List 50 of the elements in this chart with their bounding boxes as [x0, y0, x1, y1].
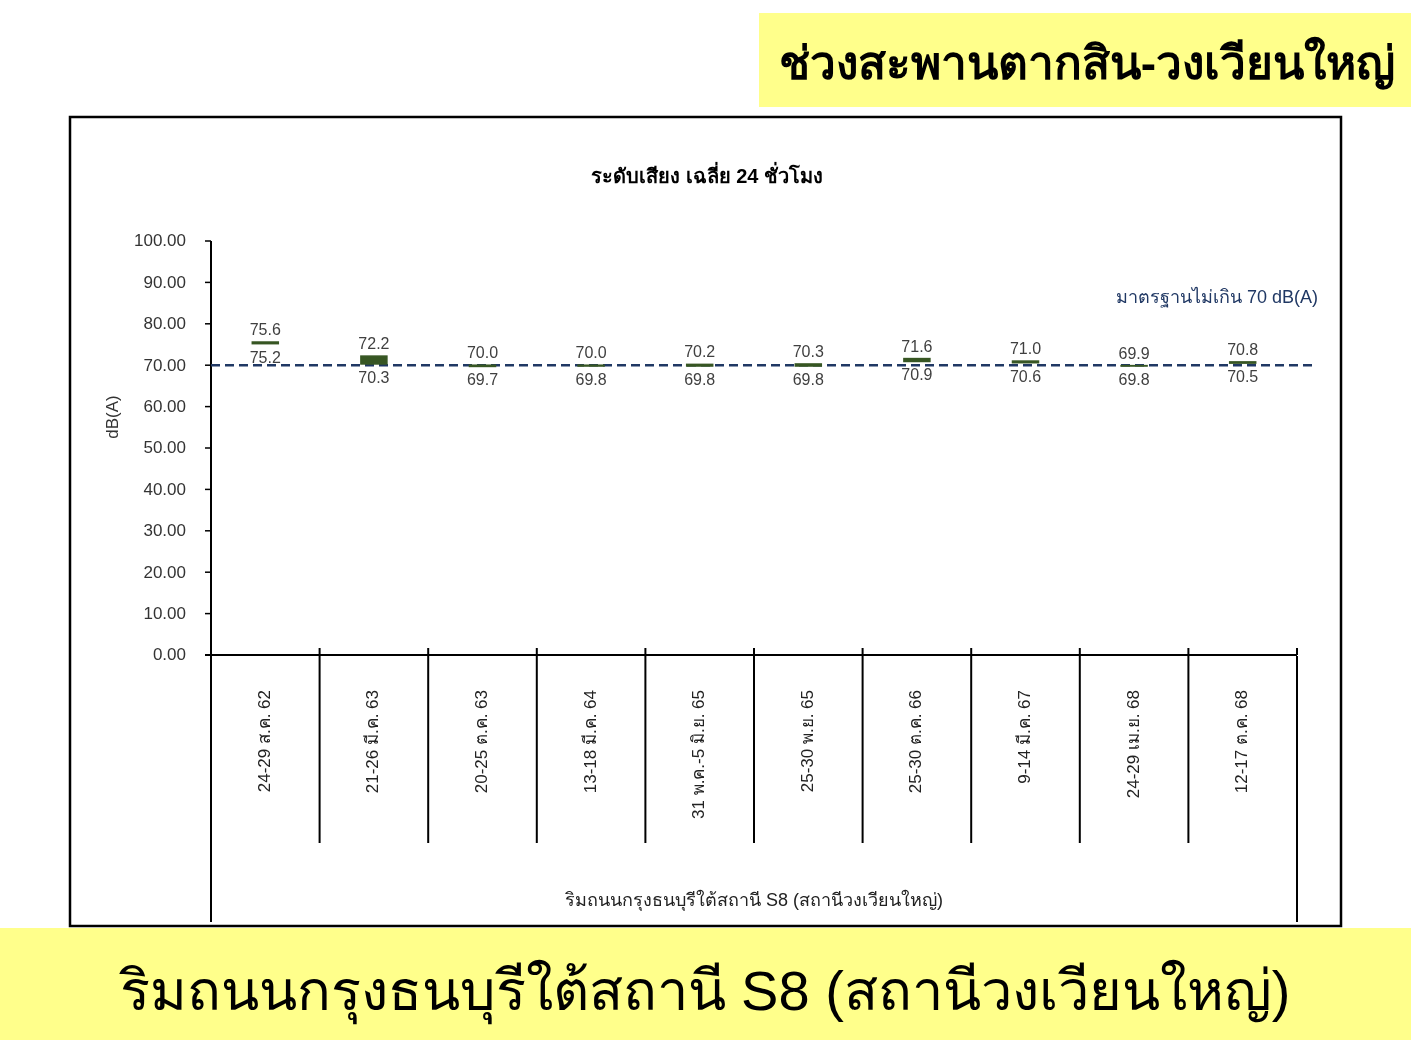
annotation: 70.8: [1227, 340, 1259, 358]
y-tick-label: 0.00: [152, 645, 186, 665]
annotation: 70.0: [466, 344, 499, 362]
y-tick-label: 10.00: [143, 604, 186, 624]
annotation: 70.9: [901, 366, 933, 384]
annotation: 69.8: [1118, 371, 1150, 389]
x-tick-label: 31 พ.ค.-5 มิ.ย. 65: [689, 690, 709, 819]
x-tick-label: 24-29 ส.ค. 62: [254, 690, 274, 793]
annotation: 69.9: [1118, 344, 1150, 362]
annotation: 69.7: [466, 371, 499, 389]
y-axis-title: dB(A): [103, 395, 123, 439]
annotation: 75.6: [249, 321, 281, 339]
y-tick-label: 80.00: [143, 314, 186, 334]
y-tick-label: 40.00: [143, 479, 186, 499]
annotation: 72.2: [358, 335, 390, 353]
x-tick-label: 25-30 ต.ค. 66: [906, 690, 926, 794]
bar: [794, 363, 823, 367]
annotation: 69.8: [575, 371, 607, 389]
ref-line-label: มาตรฐานไม่เกิน 70 dB(A): [1115, 286, 1318, 309]
bar: [903, 357, 931, 363]
y-tick-label: 70.00: [143, 355, 186, 375]
annotation: 70.3: [792, 342, 824, 360]
annotation: 71.0: [1009, 340, 1042, 358]
x-tick-label: 24-29 เม.ย. 68: [1123, 690, 1143, 799]
x-axis-title: ริมถนนกรุงธนบุรีใต้สถานี S8 (สถานีวงเวียนใหญ่): [564, 889, 944, 911]
y-tick-label: 30.00: [143, 521, 186, 541]
x-tick-label: 13-18 มี.ค. 64: [580, 690, 600, 794]
annotation: 70.6: [1009, 367, 1042, 385]
annotation: 69.8: [792, 371, 824, 389]
annotation: 69.8: [684, 371, 716, 389]
chart-subtitle: ระดับเสียง เฉลี่ย 24 ชั่วโมง: [591, 161, 823, 187]
y-tick-label: 50.00: [143, 438, 186, 458]
bar: [360, 355, 388, 365]
x-tick-label: 12-17 ต.ค. 68: [1232, 690, 1252, 794]
x-tick-label: 21-26 มี.ค. 63: [363, 690, 383, 794]
annotation: 70.5: [1227, 368, 1259, 386]
annotation: 70.3: [358, 368, 390, 386]
y-tick-label: 100.00: [134, 231, 186, 251]
annotation: 71.6: [901, 337, 933, 355]
x-tick-label: 20-25 ต.ค. 63: [471, 690, 491, 794]
x-tick-label: 25-30 พ.ย. 65: [797, 690, 817, 793]
annotation: 70.0: [575, 344, 607, 362]
y-tick-label: 60.00: [143, 397, 186, 417]
chart-title: ช่วงสะพานตากสิน-วงเวียนใหญ่: [778, 36, 1396, 90]
y-tick-label: 90.00: [143, 272, 186, 292]
annotation: 70.2: [684, 343, 716, 361]
y-tick-label: 20.00: [143, 562, 186, 582]
x-tick-label: 9-14 มี.ค. 67: [1014, 690, 1034, 784]
text: ริมถนนกรุงธนบุรีใต้สถานี S8 (สถานีวงเวียนใหญ่): [118, 959, 1291, 1025]
annotation: 75.2: [249, 348, 281, 366]
